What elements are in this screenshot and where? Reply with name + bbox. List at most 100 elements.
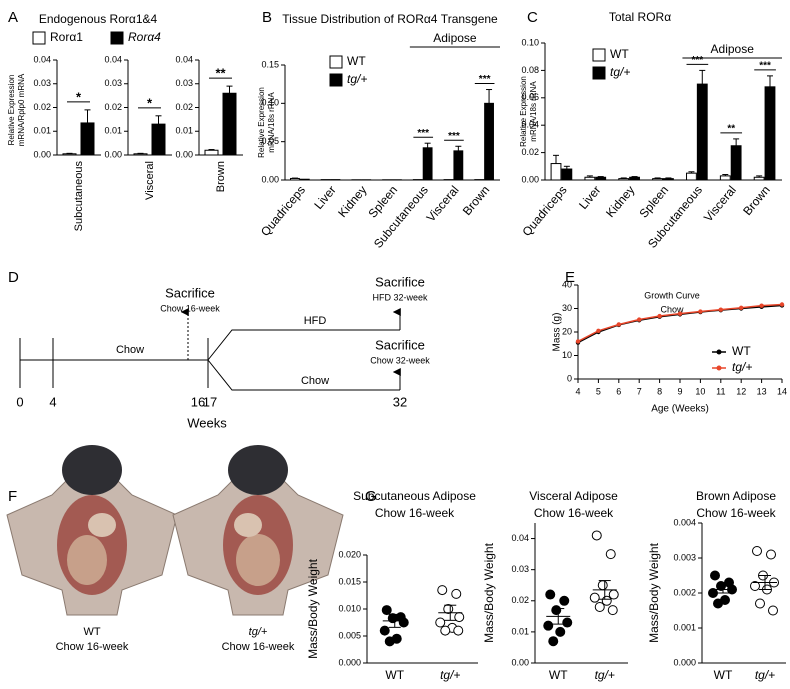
point: [605, 549, 616, 560]
point: [755, 598, 765, 609]
chart-title: Subcutaneous Adipose: [353, 489, 476, 503]
sacrifice-title: Sacrifice: [165, 285, 215, 300]
sacrifice-title: Sacrifice: [375, 337, 425, 352]
bar: [204, 149, 219, 156]
y-axis-label: Relative Expression: [257, 87, 266, 158]
y-tick-label: 0: [567, 373, 572, 383]
point: [451, 588, 462, 599]
y-tick-label: 0.00: [521, 174, 539, 184]
legend-swatch: [110, 31, 124, 45]
legend-swatch: [329, 73, 343, 87]
panel-label: F: [8, 488, 17, 505]
y-tick-label: 0.015: [338, 576, 361, 586]
x-tick-label: Visceral: [144, 161, 156, 200]
chart-title: Chow 16-week: [696, 506, 776, 520]
point: [698, 309, 703, 314]
chart-title: Total RORα: [609, 10, 671, 24]
y-tick-label: 0.03: [511, 564, 529, 574]
x-tick-label: 12: [736, 386, 746, 396]
timeline-tick: 4: [49, 394, 56, 409]
y-tick-label: 0.01: [511, 626, 529, 636]
point: [548, 636, 559, 647]
chart-title: Visceral Adipose: [529, 489, 618, 503]
x-tick-label: Liver: [576, 183, 603, 212]
timeline-tick: 0: [16, 394, 23, 409]
timeline: [19, 308, 401, 391]
bar: [299, 178, 310, 181]
y-tick-label: 0.15: [261, 59, 279, 69]
x-tick-label: Quadriceps: [519, 183, 569, 239]
point: [713, 598, 723, 609]
y-tick-label: 0.01: [175, 126, 193, 136]
y-tick-label: 0.03: [33, 78, 51, 88]
y-tick-label: 0.03: [175, 78, 193, 88]
x-axis-label: Age (Weeks): [651, 404, 709, 415]
y-tick-label: 0.00: [33, 149, 51, 159]
photo-caption: WT: [83, 626, 100, 638]
legend-label: tg/+: [347, 72, 367, 86]
panel-label: G: [365, 488, 377, 505]
bar: [652, 178, 663, 181]
sacrifice-detail: Chow 16-week: [160, 303, 220, 313]
x-tick-label: 6: [616, 386, 621, 396]
y-tick-label: 0.000: [673, 657, 696, 667]
phase-label: Chow: [116, 344, 144, 356]
point: [440, 625, 451, 636]
bar: [753, 176, 765, 181]
x-tick-label: 11: [716, 386, 725, 396]
bar: [764, 86, 776, 181]
y-tick-label: 0.04: [175, 54, 193, 64]
legend-label: Rorα4: [128, 30, 161, 44]
legend-marker: [716, 365, 722, 371]
legend-swatch: [329, 55, 343, 69]
y-tick-label: 0.02: [511, 595, 529, 605]
y-axis-label: Mass/Body Weight: [482, 542, 496, 642]
y-tick-label: 0.01: [104, 126, 122, 136]
y-tick-label: 20: [562, 326, 572, 336]
bar: [686, 172, 697, 181]
bar: [584, 176, 596, 181]
y-tick-label: 10: [562, 350, 572, 360]
mouse-tg: [172, 445, 344, 616]
y-tick-label: 0.04: [33, 54, 51, 64]
mouse-wt: [6, 445, 178, 616]
x-tick-label: tg/+: [440, 668, 460, 682]
y-tick-label: 0.04: [104, 54, 122, 64]
y-tick-label: 0.00: [104, 149, 122, 159]
significance: **: [727, 124, 735, 135]
point: [589, 592, 600, 603]
phase-label: Chow: [301, 375, 329, 387]
chart-title: Chow 16-week: [375, 506, 455, 520]
bar: [696, 83, 708, 181]
point: [597, 580, 608, 591]
legend-label: WT: [732, 344, 751, 358]
legend-label: WT: [347, 54, 366, 68]
point: [545, 589, 556, 600]
sacrifice-title: Sacrifice: [375, 274, 425, 289]
x-tick-label: tg/+: [595, 668, 615, 682]
bar: [595, 176, 607, 181]
x-tick-label: Brown: [215, 161, 227, 192]
y-axis-label: mRNA/Rplp0 mRNA: [17, 73, 26, 146]
point: [453, 625, 464, 636]
bar: [453, 150, 464, 181]
bar: [222, 92, 237, 156]
point: [555, 626, 566, 637]
point: [437, 585, 448, 596]
y-tick-label: 0.04: [511, 533, 529, 543]
point: [607, 605, 618, 616]
bar: [629, 176, 640, 181]
y-axis-label: Mass (g): [552, 313, 563, 352]
y-tick-label: 0.10: [521, 37, 539, 47]
point: [594, 602, 605, 612]
y-tick-label: 0.06: [521, 92, 539, 102]
bar: [719, 175, 731, 181]
significance: ***: [479, 74, 491, 85]
bar: [484, 102, 494, 181]
chart-title: Chow 16-week: [534, 506, 614, 520]
panel-label: C: [527, 9, 538, 26]
point: [616, 322, 621, 327]
y-tick-label: 0.005: [338, 630, 361, 640]
y-tick-label: 0.02: [521, 147, 539, 157]
timeline-tick: 32: [393, 394, 407, 409]
